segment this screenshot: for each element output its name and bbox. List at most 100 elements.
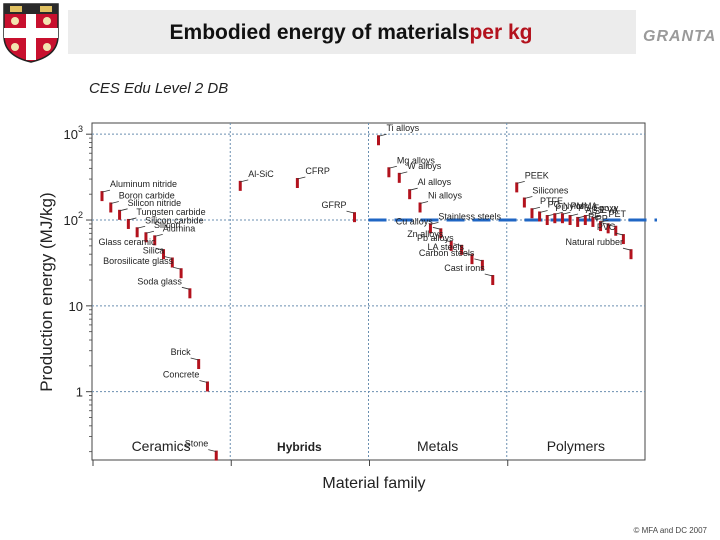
data-bar [100,191,104,202]
data-bar [538,211,542,222]
leader-line [430,221,439,225]
leader-line [154,233,163,237]
leader-line [172,266,182,270]
grid-lines [92,123,645,460]
material-ni-alloys: Ni alloys [418,190,463,213]
material-silicon-nitride: Silicon nitride [118,198,181,220]
material-label: PMMA [570,201,597,211]
data-bar [214,450,218,461]
category-label-ceramics: Ceramics [132,438,191,454]
material-label: GFRP [321,200,346,210]
material-stone: Stone [185,439,218,461]
leader-line [346,210,355,214]
material-label: Boron carbide [119,190,175,200]
material-label: Mg alloys [397,155,436,165]
data-bar [153,235,157,246]
material-label: PS [578,203,590,213]
data-bar [377,135,380,146]
material-label: Nylon [563,201,586,211]
leader-line [622,247,632,251]
material-pc: PC [538,199,561,222]
leader-line [181,286,190,290]
leader-line [585,213,594,217]
data-bar [522,197,526,208]
leader-line [240,179,249,183]
data-bar [515,182,519,193]
material-zn-alloys: Zn alloys [407,229,453,251]
material-label: PP [596,214,608,224]
data-bar [170,257,174,268]
leader-line [137,225,146,229]
data-bar [408,189,412,200]
material-label: PET [609,209,627,219]
title-accent: per kg [469,21,533,44]
slide-title: Embodied energy of materialsper kg [86,21,616,45]
data-bar [545,215,549,226]
material-soda-glass: Soda glass [137,276,192,299]
material-silica: Silica [143,245,174,268]
material-label: PU [555,203,568,213]
material-label: Stone [185,439,209,449]
material-label: PEEK [525,170,549,180]
leader-line [432,226,441,230]
data-bar [621,234,625,245]
data-bar [118,209,122,220]
data-bar [428,223,432,234]
category-label-metals: Metals [417,438,458,454]
data-bar [591,216,595,227]
data-bar [576,216,580,227]
category-label-polymers: Polymers [547,438,605,454]
leader-line [474,258,483,262]
leader-line [199,380,208,383]
y-tick-label: 10 [69,299,83,314]
material-silicon-carbide: Silicon carbide [135,215,204,238]
material-cast-irons: Cast irons [444,263,495,286]
material-pe: PE [588,211,610,234]
copyright-footer: © MFA and DC 2007 [633,526,708,535]
data-bar [162,249,166,260]
material-label: CFRP [305,166,330,176]
material-mg-alloys: Mg alloys [387,155,436,178]
material-gfrp: GFRP [321,200,356,223]
leader-line [297,176,306,180]
leader-line [607,224,616,228]
material-epoxy: Epoxy [583,203,619,226]
material-label: Ni alloys [428,190,463,200]
material-cu-alloys: Cu alloys [396,216,443,239]
data-bar [439,228,443,239]
material-carbon-steels: Carbon steels [419,248,484,270]
material-pb-alloys: Pb alloys [417,233,464,255]
leader-line [524,196,533,199]
data-bar [470,254,474,265]
material-pet: PET [599,209,627,232]
material-boron-carbide: Boron carbide [109,190,175,213]
material-label: PVC [597,222,616,232]
leader-line [399,171,408,175]
material-label: PC [548,199,561,209]
leader-line [155,247,164,251]
material-label: Cu alloys [396,216,434,226]
data-bar [583,215,587,226]
material-natural-rubber: Natural rubber [565,237,633,260]
logo-text: GRANTA [643,28,716,45]
leader-line [190,357,199,361]
leader-line [600,221,609,225]
data-bar [135,227,139,238]
leader-line [119,208,128,212]
leader-line [484,273,493,277]
material-pvc: PVC [597,222,625,245]
material-label: Brick [171,347,191,357]
material-w-alloys: W alloys [397,161,442,183]
data-bar [205,381,209,392]
granta-logo: GRANTA [643,28,716,45]
material-label: PE [588,211,600,221]
material-la-steels: LA steels [427,242,474,265]
university-crest-icon [3,3,59,63]
data-bar [568,215,572,226]
data-bar [614,225,618,236]
material-al-sic: Al-SiC [238,169,274,191]
material-label: Tungsten carbide [136,207,205,217]
material-concrete: Concrete [163,369,209,392]
material-glass-ceramic: Glass ceramic [99,237,166,260]
